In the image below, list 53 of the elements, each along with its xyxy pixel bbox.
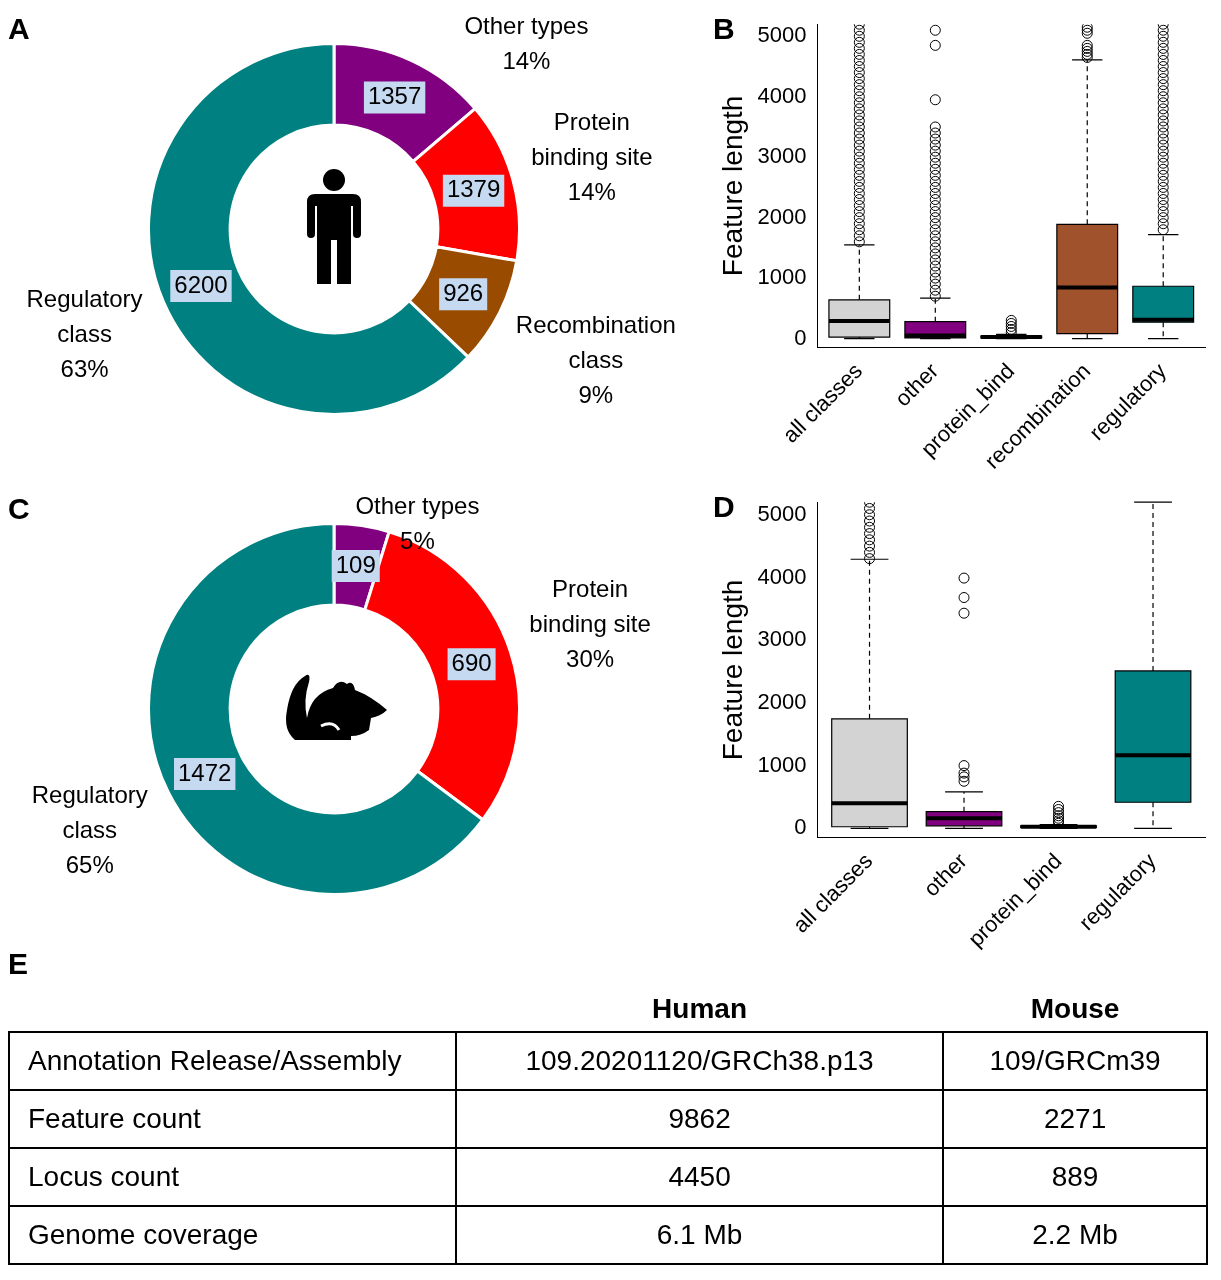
y-tick-label: 1000 (757, 751, 807, 777)
slice-label: Protein binding site (531, 108, 653, 171)
text: 2.2 Mb (1032, 1219, 1118, 1250)
slice-label: Recombination class (515, 310, 676, 373)
category-label: Annotation Release/Assembly (28, 1045, 402, 1076)
slice-label: Regulatory class (31, 781, 148, 844)
data-label: 690 (451, 648, 492, 676)
y-tick-label: 5000 (757, 500, 807, 526)
text: 4450 (668, 1161, 731, 1192)
category-label: Feature count (28, 1103, 201, 1134)
data-label: 1357 (367, 82, 422, 110)
text: 9862 (668, 1103, 731, 1134)
slice-label: Regulatory class (26, 285, 143, 348)
chart-title: C (8, 492, 30, 526)
text: 65% (65, 851, 114, 879)
text: 63% (60, 355, 109, 383)
y-tick-label: 3000 (757, 626, 807, 652)
chart-title: B (713, 12, 735, 46)
data-label: 926 (443, 278, 484, 306)
text: 9% (578, 380, 614, 408)
y-tick-label: 0 (794, 814, 807, 840)
text: 14% (567, 178, 616, 206)
text: 109/GRCm39 (989, 1045, 1161, 1076)
y-tick-label: 4000 (757, 563, 807, 589)
text: 30% (566, 645, 615, 673)
chart-title: A (8, 12, 30, 46)
y-tick-label: 2000 (757, 203, 807, 229)
y-tick-label: 5000 (757, 22, 807, 48)
chart-title: D (713, 490, 735, 524)
text: 6.1 Mb (656, 1219, 743, 1250)
data-label: 6200 (174, 270, 228, 298)
text: 14% (502, 47, 551, 75)
slice-label: Protein binding site (529, 575, 651, 638)
slice-label: Other types (355, 492, 480, 520)
data-label: 1379 (446, 175, 501, 203)
text: 889 (1051, 1161, 1099, 1192)
slice-label: Other types (464, 12, 589, 40)
y-tick-label: 2000 (757, 688, 807, 714)
y-axis-title: Feature length (716, 95, 748, 277)
category-label: Locus count (28, 1161, 179, 1192)
y-tick-label: 1000 (757, 264, 807, 290)
category-label: Human (651, 992, 748, 1026)
y-tick-label: 3000 (757, 143, 807, 169)
text: 2271 (1043, 1103, 1107, 1134)
y-tick-label: 4000 (757, 82, 807, 108)
data-label: 1472 (178, 758, 232, 786)
data-label: 109 (335, 550, 376, 578)
category-label: Mouse (1029, 992, 1121, 1026)
y-axis-title: Feature length (716, 579, 748, 761)
category-label: Genome coverage (28, 1219, 259, 1250)
text: 109.20201120/GRCh38.p13 (525, 1045, 874, 1076)
y-tick-label: 0 (794, 324, 807, 350)
text: E (8, 947, 29, 981)
